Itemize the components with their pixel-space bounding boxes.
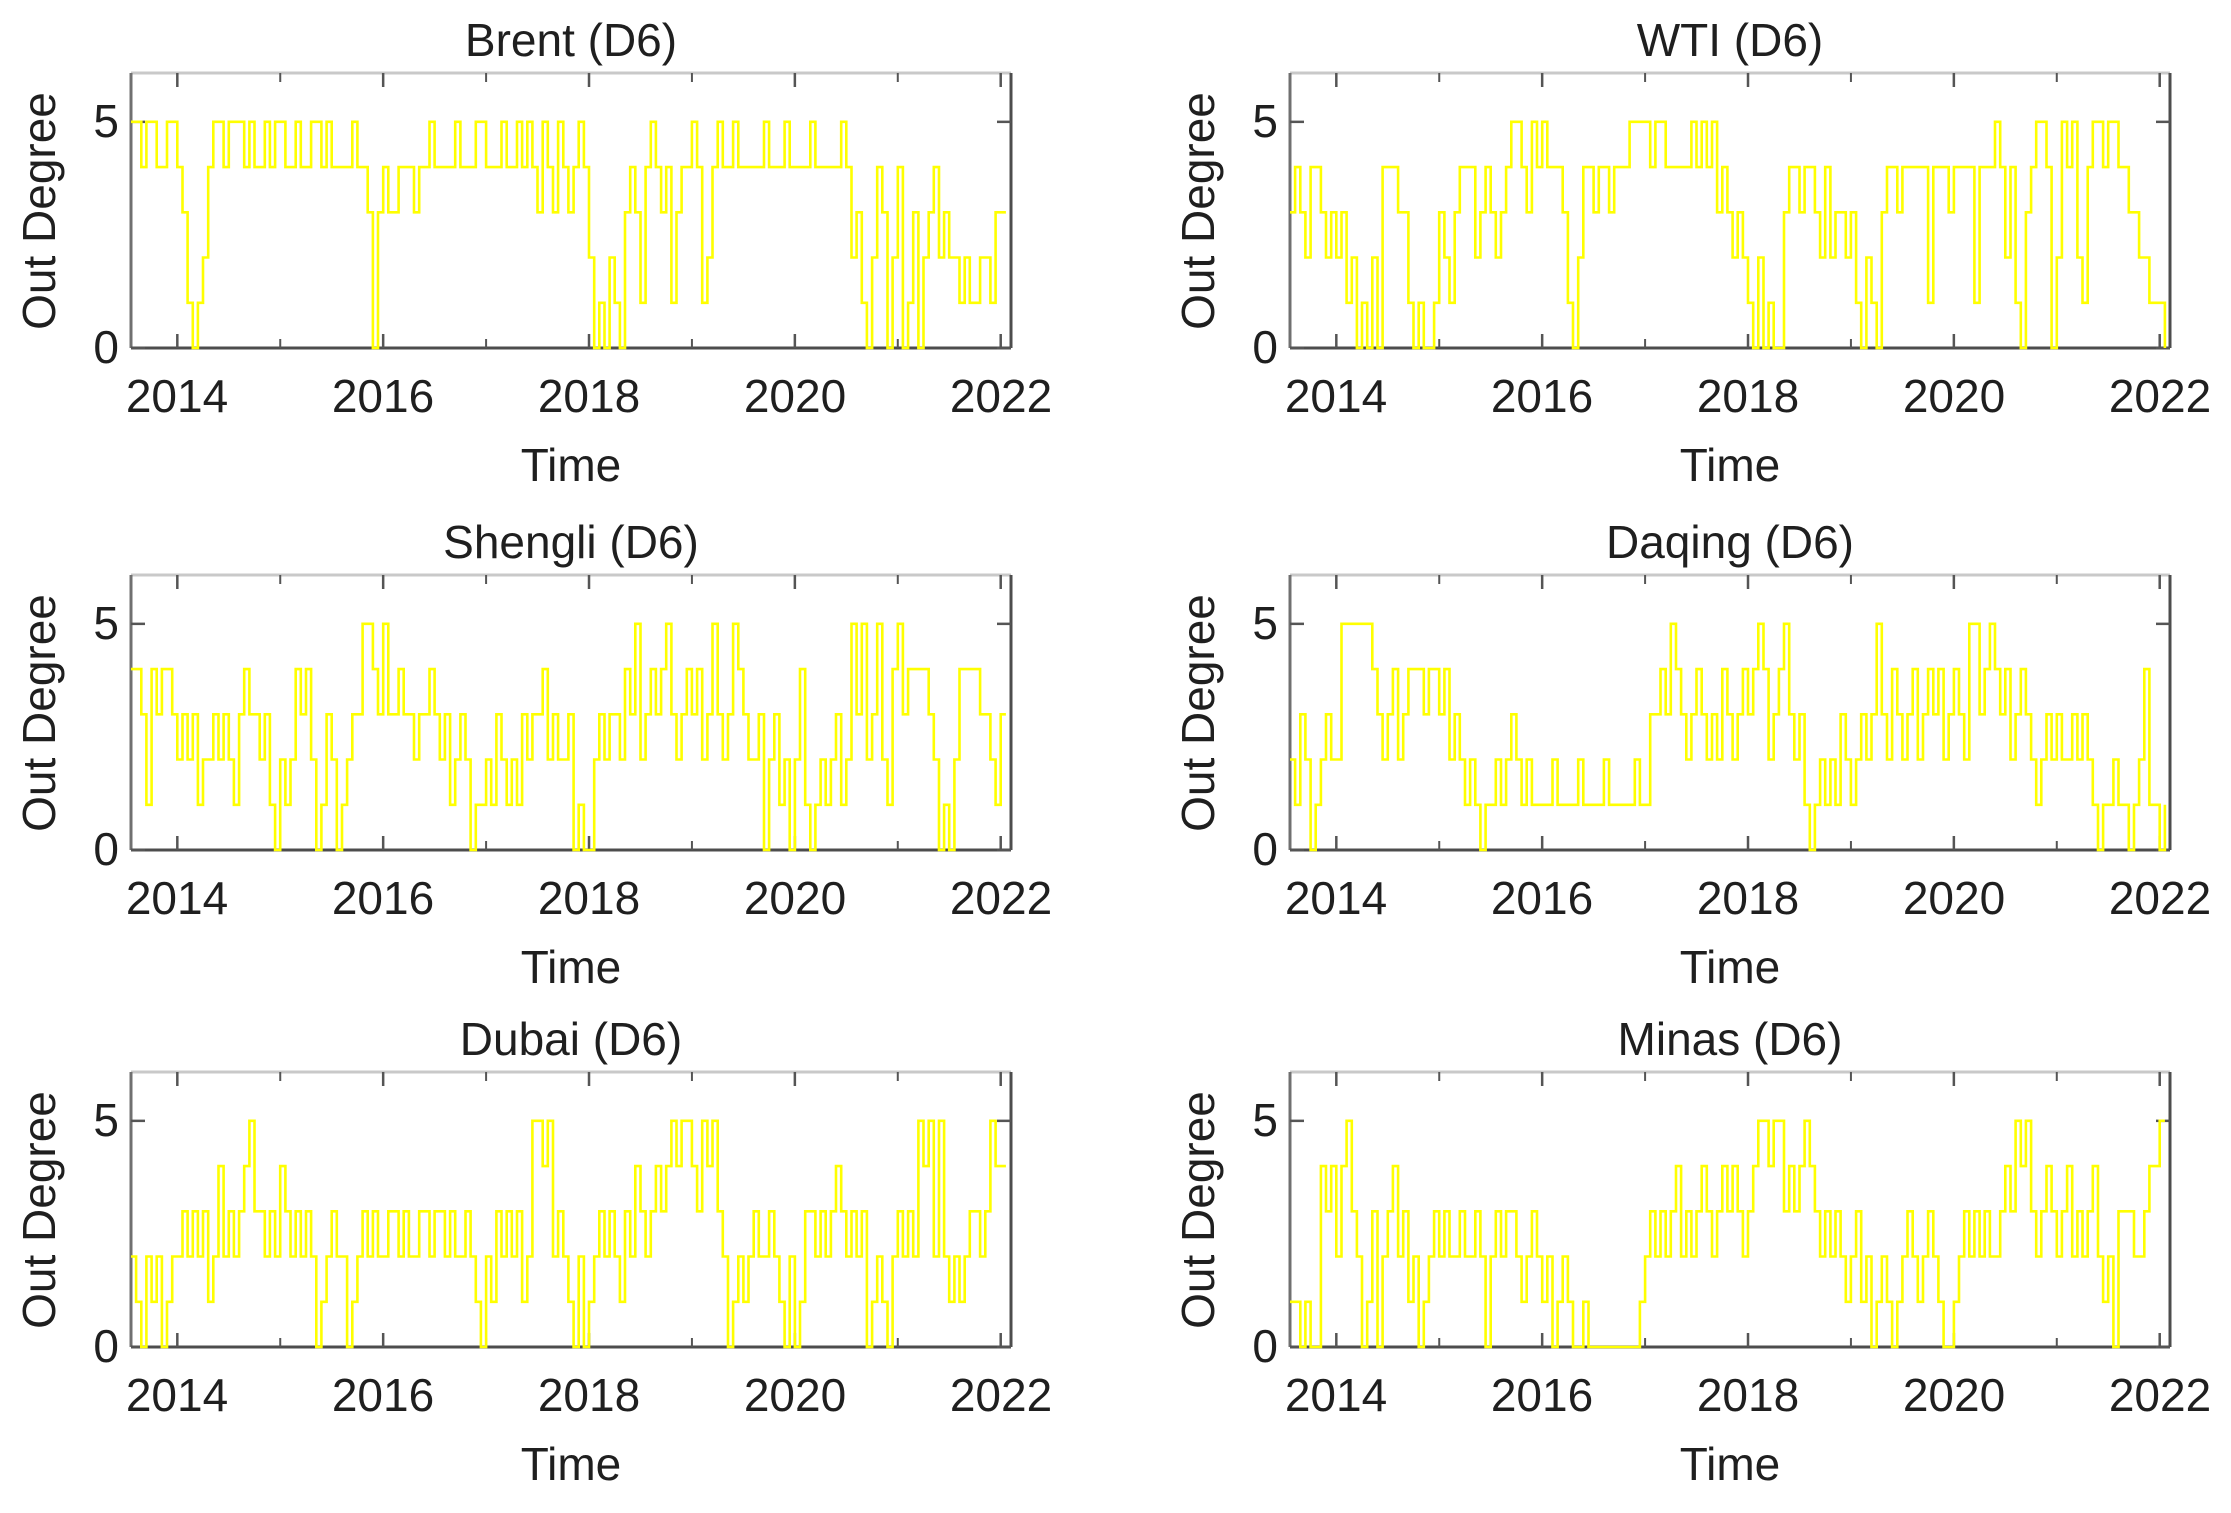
y-axis-label: Out Degree (13, 593, 65, 832)
x-tick-label: 2018 (537, 1369, 641, 1421)
outdegree-series-step-line (131, 120, 1006, 350)
x-tick-label: 2018 (1696, 1369, 1800, 1421)
subplot-title: Daqing (D6) (1606, 516, 1854, 568)
x-tick-label: 2014 (125, 370, 229, 422)
x-tick-label: 2022 (949, 1369, 1053, 1421)
outdegree-series-step-line (131, 622, 1006, 852)
subplot-shengli-d6: Shengli (D6) Out Degree 5 0 2014 2016 20… (13, 517, 1052, 990)
y-tick-label-0: 0 (93, 1320, 119, 1373)
x-tick-label: 2020 (743, 370, 847, 422)
subplot-title: Shengli (D6) (443, 516, 699, 568)
x-tick-label: 2014 (1284, 370, 1388, 422)
x-tick-label: 2014 (125, 1369, 229, 1421)
plot-area (129, 573, 1013, 852)
y-tick-label-5: 5 (93, 1094, 119, 1147)
subplot-daqing-d6: Daqing (D6) Out Degree 5 0 2014 2016 201… (1172, 517, 2211, 990)
plot-area (1288, 71, 2172, 350)
x-tick-label: 2018 (537, 872, 641, 924)
y-axis-label: Out Degree (13, 91, 65, 330)
outdegree-series-step-line (1290, 622, 2167, 852)
x-axis-label: Time (1679, 1438, 1781, 1490)
x-tick-label: 2020 (1902, 1369, 2006, 1421)
y-axis-label: Out Degree (1172, 1090, 1224, 1329)
x-axis-label: Time (520, 1438, 622, 1490)
subplot-title: Brent (D6) (464, 14, 678, 66)
x-tick-label: 2020 (1902, 872, 2006, 924)
x-axis-label: Time (1679, 941, 1781, 993)
outdegree-series-step-line (1290, 1119, 2165, 1349)
x-tick-label: 2022 (2108, 872, 2212, 924)
y-tick-label-0: 0 (1252, 321, 1278, 374)
x-tick-label: 2016 (1490, 1369, 1594, 1421)
plot-area (1288, 573, 2172, 852)
x-tick-label: 2020 (1902, 370, 2006, 422)
y-tick-label-0: 0 (1252, 823, 1278, 876)
x-tick-label: 2020 (743, 872, 847, 924)
y-axis-label: Out Degree (1172, 593, 1224, 832)
y-tick-label-0: 0 (93, 823, 119, 876)
y-axis-label: Out Degree (13, 1090, 65, 1329)
plot-area (129, 1070, 1013, 1349)
outdegree-series-step-line (1290, 120, 2167, 350)
y-tick-label-5: 5 (1252, 95, 1278, 148)
y-tick-label-5: 5 (1252, 597, 1278, 650)
x-tick-label: 2022 (2108, 370, 2212, 422)
x-axis-label: Time (520, 941, 622, 993)
x-tick-label: 2016 (1490, 370, 1594, 422)
plot-area (129, 71, 1013, 350)
y-tick-label-5: 5 (1252, 1094, 1278, 1147)
x-tick-label: 2022 (2108, 1369, 2212, 1421)
outdegree-series-step-line (131, 1119, 1006, 1349)
subplot-wti-d6: WTI (D6) Out Degree 5 0 2014 2016 2018 2… (1172, 15, 2211, 488)
x-axis-label: Time (1679, 439, 1781, 491)
x-tick-label: 2022 (949, 370, 1053, 422)
x-tick-label: 2020 (743, 1369, 847, 1421)
subplot-minas-d6: Minas (D6) Out Degree 5 0 2014 2016 2018… (1172, 1014, 2211, 1487)
x-tick-label: 2014 (1284, 1369, 1388, 1421)
x-tick-label: 2016 (331, 1369, 435, 1421)
subplot-title: WTI (D6) (1636, 14, 1824, 66)
subplot-brent-d6: Brent (D6) Out Degree 5 0 2014 2016 2018… (13, 15, 1052, 488)
x-tick-label: 2016 (331, 370, 435, 422)
subplot-title: Minas (D6) (1617, 1013, 1843, 1065)
y-tick-label-0: 0 (1252, 1320, 1278, 1373)
plot-area (1288, 1070, 2172, 1349)
x-tick-label: 2018 (1696, 370, 1800, 422)
x-tick-label: 2022 (949, 872, 1053, 924)
y-axis-label: Out Degree (1172, 91, 1224, 330)
x-tick-label: 2014 (1284, 872, 1388, 924)
x-tick-label: 2014 (125, 872, 229, 924)
x-tick-label: 2016 (1490, 872, 1594, 924)
x-tick-label: 2018 (537, 370, 641, 422)
subplot-title: Dubai (D6) (459, 1013, 683, 1065)
y-tick-label-5: 5 (93, 597, 119, 650)
y-tick-label-0: 0 (93, 321, 119, 374)
x-tick-label: 2016 (331, 872, 435, 924)
x-axis-label: Time (520, 439, 622, 491)
subplot-dubai-d6: Dubai (D6) Out Degree 5 0 2014 2016 2018… (13, 1014, 1052, 1487)
x-tick-label: 2018 (1696, 872, 1800, 924)
y-tick-label-5: 5 (93, 95, 119, 148)
